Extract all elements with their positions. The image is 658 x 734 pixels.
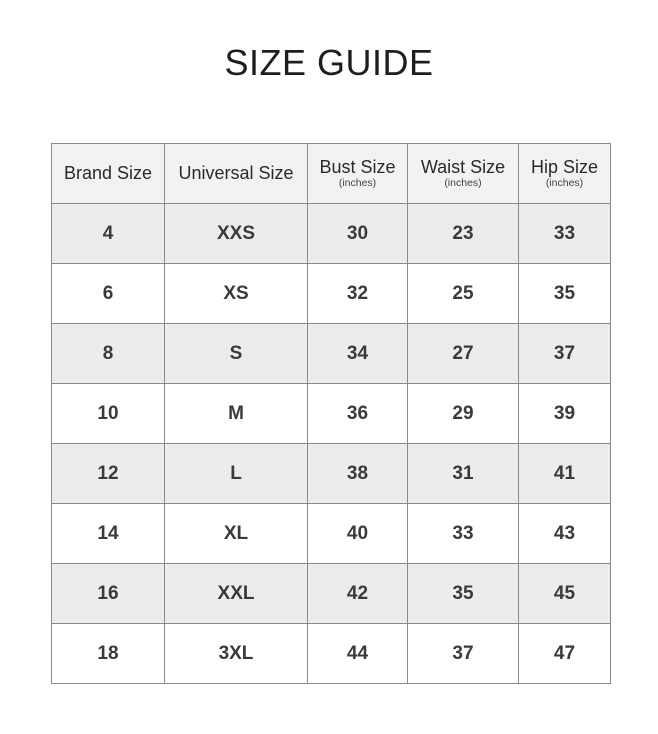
table-cell: 32 [307,263,408,324]
table-row: 4 XXS 30 23 33 [51,203,611,264]
column-header: Hip Size (inches) [518,143,611,204]
table-row: 12 L 38 31 41 [51,443,611,504]
column-header: Bust Size (inches) [307,143,408,204]
table-cell: 25 [407,263,519,324]
table-cell: 35 [518,263,611,324]
table-cell: 36 [307,383,408,444]
table-cell: 34 [307,323,408,384]
table-row: 6 XS 32 25 35 [51,263,611,324]
table-cell: 42 [307,563,408,624]
table-cell: 6 [51,263,165,324]
table-cell: 31 [407,443,519,504]
column-header-unit: (inches) [545,177,584,189]
table-cell: 3XL [164,623,308,684]
table-cell: 16 [51,563,165,624]
table-cell: XXL [164,563,308,624]
table-cell: 33 [518,203,611,264]
table-cell: 44 [307,623,408,684]
table-cell: XL [164,503,308,564]
table-cell: M [164,383,308,444]
table-cell: L [164,443,308,504]
table-cell: 10 [51,383,165,444]
column-header: Waist Size (inches) [407,143,519,204]
size-guide-table: Brand Size Universal Size Bust Size (inches… [51,143,611,684]
column-header-label: Waist Size [420,157,506,177]
table-cell: 14 [51,503,165,564]
table-cell: 30 [307,203,408,264]
table-cell: 29 [407,383,519,444]
header-row: Brand Size Universal Size Bust Size (inches… [51,143,611,204]
table-row: 14 XL 40 33 43 [51,503,611,564]
column-header: Brand Size [51,143,165,204]
table-cell: 12 [51,443,165,504]
table-row: 10 M 36 29 39 [51,383,611,444]
page-title: SIZE GUIDE [224,42,434,83]
table-cell: 38 [307,443,408,504]
table-cell: 47 [518,623,611,684]
column-header: Universal Size [164,143,308,204]
table-cell: 35 [407,563,519,624]
column-header-label: Bust Size [319,157,396,177]
table-cell: XS [164,263,308,324]
table-cell: XXS [164,203,308,264]
table-cell: 33 [407,503,519,564]
column-header-label: Universal Size [178,163,294,183]
table-cell: 43 [518,503,611,564]
table-cell: 8 [51,323,165,384]
table-cell: 18 [51,623,165,684]
column-header-unit: (inches) [444,177,482,189]
table-cell: 40 [307,503,408,564]
table-row: 18 3XL 44 37 47 [51,623,611,684]
table-row: 8 S 34 27 37 [51,323,611,384]
table-cell: 27 [407,323,519,384]
table-cell: 4 [51,203,165,264]
table-cell: 37 [518,323,611,384]
table-cell: S [164,323,308,384]
column-header-label: Hip Size [530,157,599,177]
table-cell: 37 [407,623,519,684]
table-cell: 41 [518,443,611,504]
column-header-label: Brand Size [63,163,153,183]
table-row: 16 XXL 42 35 45 [51,563,611,624]
table-cell: 45 [518,563,611,624]
table-cell: 39 [518,383,611,444]
column-header-unit: (inches) [338,177,377,189]
table-cell: 23 [407,203,519,264]
